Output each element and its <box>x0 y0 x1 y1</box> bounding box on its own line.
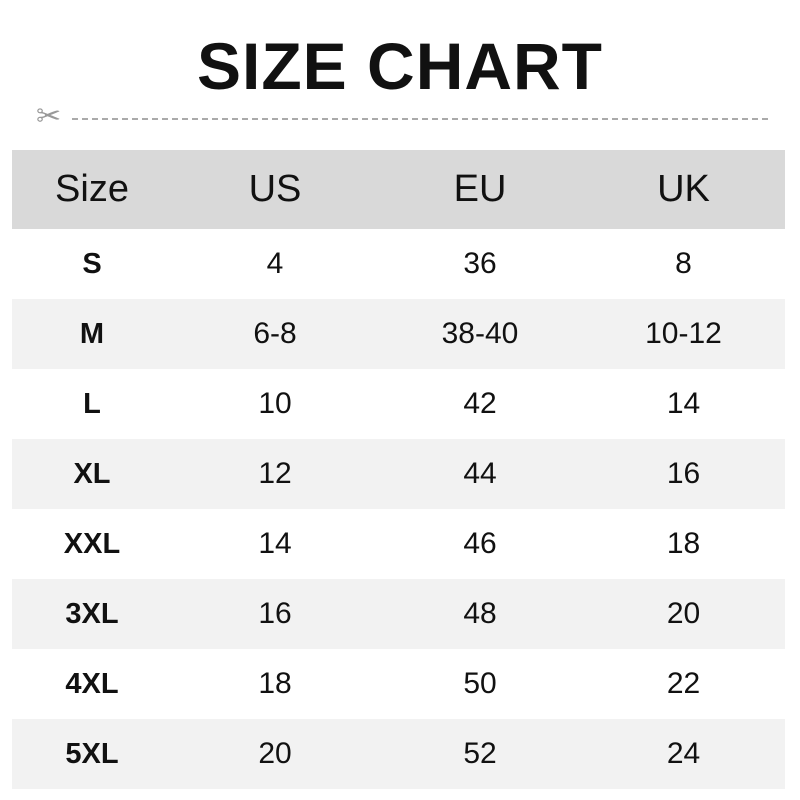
cell-uk: 14 <box>666 387 701 420</box>
size-chart-table: Size US EU UK S 4 36 8 M 6-8 38-40 10-12 L 10 42 14… <box>12 150 785 789</box>
cell-eu: 36 <box>463 247 497 280</box>
cell-eu: 42 <box>463 387 497 420</box>
scissors-icon: ✂ <box>36 100 62 133</box>
cell-uk: 18 <box>666 527 701 560</box>
cell-size: 4XL <box>65 667 119 700</box>
cell-uk: 22 <box>666 667 701 700</box>
cell-us: 14 <box>258 527 292 560</box>
cell-us: 12 <box>258 457 292 490</box>
header-eu: EU <box>453 168 507 210</box>
table-row: 5XL 20 52 24 <box>12 719 785 789</box>
cell-size: 3XL <box>65 597 119 630</box>
page-title: SIZE CHART <box>197 29 603 103</box>
cut-line: ✂ <box>36 102 768 132</box>
cell-uk: 16 <box>666 457 701 490</box>
cell-eu: 38-40 <box>441 317 519 350</box>
header-row: Size US EU UK <box>12 150 785 229</box>
table-row: 4XL 18 50 22 <box>12 649 785 719</box>
cell-size: M <box>79 317 105 350</box>
dashed-divider <box>72 118 768 120</box>
cell-uk: 20 <box>666 597 701 630</box>
cell-us: 4 <box>266 247 284 280</box>
table-row: XL 12 44 16 <box>12 439 785 509</box>
cell-uk: 24 <box>666 737 701 770</box>
cell-size: S <box>82 247 102 280</box>
cell-eu: 48 <box>463 597 497 630</box>
cell-uk: 8 <box>675 247 692 280</box>
cell-eu: 50 <box>463 667 497 700</box>
cell-us: 16 <box>258 597 292 630</box>
cell-eu: 52 <box>463 737 497 770</box>
header-uk: UK <box>657 168 710 210</box>
cell-eu: 44 <box>463 457 497 490</box>
cell-uk: 10-12 <box>645 317 722 350</box>
header-size: Size <box>55 168 129 210</box>
table-row: L 10 42 14 <box>12 369 785 439</box>
cell-us: 10 <box>258 387 292 420</box>
table-row: 3XL 16 48 20 <box>12 579 785 649</box>
cell-us: 6-8 <box>253 317 297 350</box>
cell-size: XL <box>73 457 111 490</box>
cell-us: 18 <box>258 667 292 700</box>
cell-size: 5XL <box>65 737 119 770</box>
cell-us: 20 <box>258 737 292 770</box>
cell-size: XXL <box>63 527 121 560</box>
table-row: M 6-8 38-40 10-12 <box>12 299 785 369</box>
cell-size: L <box>83 387 101 420</box>
table-row: XXL 14 46 18 <box>12 509 785 579</box>
cell-eu: 46 <box>463 527 497 560</box>
header-us: US <box>248 168 302 210</box>
table-row: S 4 36 8 <box>12 229 785 299</box>
